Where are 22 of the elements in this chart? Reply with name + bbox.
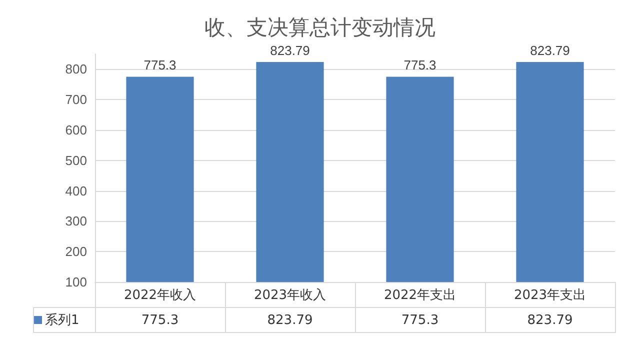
data-label: 775.3: [95, 308, 225, 332]
y-tick-label: 200: [65, 244, 87, 260]
data-label: 823.79: [225, 308, 355, 332]
y-tick-label: 500: [65, 152, 87, 168]
text: 775.3: [404, 58, 436, 73]
y-tick-label: 600: [65, 122, 87, 138]
text: 823.79: [270, 42, 310, 58]
data-label: 775.3: [355, 308, 485, 332]
x-tick-label: 2022年收入: [95, 282, 225, 308]
y-tick-label: 400: [65, 183, 87, 198]
legend-label: 系列1: [34, 308, 95, 332]
x-tick-label: 2023年收入: [225, 282, 355, 308]
text: 775.3: [144, 58, 176, 73]
y-tick-label: 100: [65, 274, 87, 290]
x-tick-label: 2022年支出: [355, 282, 485, 308]
chart-title: 收、支决算总计变动情况: [204, 16, 436, 40]
text: 823.79: [530, 42, 570, 58]
x-tick-label: 2023年支出: [485, 282, 615, 308]
y-tick-label: 300: [65, 214, 87, 229]
y-tick-label: 800: [65, 62, 87, 77]
data-label: 823.79: [485, 308, 615, 332]
y-tick-label: 700: [65, 92, 87, 108]
